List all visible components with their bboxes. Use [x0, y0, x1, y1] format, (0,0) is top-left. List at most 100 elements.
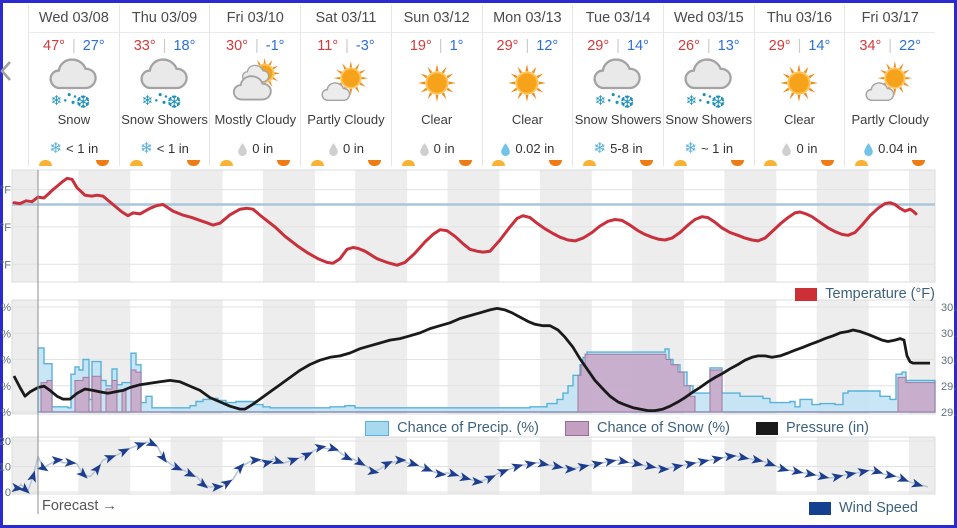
precip-amount-text: ~ 1 in — [700, 141, 734, 157]
wind-barb-icon — [434, 469, 447, 479]
snowflake-icon: ❄ — [140, 140, 153, 158]
wind-barb-icon — [658, 464, 670, 474]
cloud-snow-icon: ❄ ❆ — [589, 55, 647, 111]
day-card[interactable]: Thu 03/16 29° | 14° Clear 0 in — [753, 5, 845, 166]
day-card-strip: Wed 03/08 47° | 27° ❄ ❆ Snow ❄ < 1 in Thu 03/09 33… — [28, 5, 936, 166]
snowflake-icon: ❆ — [76, 92, 91, 111]
wind-barb-icon — [697, 457, 710, 467]
condition-text: Partly Cloudy — [851, 113, 929, 127]
wind-barb-icon — [684, 460, 697, 470]
wind-swatch — [809, 501, 831, 515]
night-band — [724, 170, 777, 282]
high-temp: 19° — [409, 38, 432, 54]
day-card[interactable]: Fri 03/17 34° | 22° Partly Cloudy 0.04 in — [844, 5, 936, 166]
day-card-temps: 29° | 14° — [587, 38, 649, 54]
day-card-temps: 34° | 22° — [859, 38, 921, 54]
wind-barb-icon — [300, 452, 313, 462]
wind-barb-icon — [496, 469, 510, 478]
low-temp: 12° — [536, 38, 559, 54]
legend-precip-label: Chance of Precip. (%) — [397, 420, 540, 436]
day-card[interactable]: Fri 03/10 30° | -1° Mostly Cloudy 0 in — [209, 5, 301, 166]
wind-barb-icon — [286, 457, 300, 466]
night-band — [12, 170, 38, 282]
high-temp: 26° — [677, 38, 700, 54]
legend-temperature: Temperature (°F) — [795, 286, 935, 302]
night-band — [262, 437, 315, 494]
snow-swatch — [565, 420, 590, 436]
prev-days-icon[interactable] — [0, 61, 11, 81]
night-band — [447, 170, 500, 282]
wind-barb-icon — [367, 466, 380, 476]
low-temp: 14° — [808, 38, 831, 54]
axis-tick-label: 10 — [0, 462, 11, 474]
day-card-date: Sat 03/11 — [301, 5, 391, 33]
day-card[interactable]: Sat 03/11 11° | -3° Partly Cloudy 0 in — [300, 5, 391, 166]
wind-barb-icon — [577, 463, 590, 472]
wind-barb-icon — [90, 463, 102, 476]
legend-pressure-label: Pressure (in) — [786, 420, 869, 436]
wind-barb-icon — [117, 448, 130, 458]
wind-barb-icon — [551, 461, 564, 470]
day-card[interactable]: Thu 03/09 33° | 18° ❄ ❆ Snow Showers ❄ < 1 in — [118, 5, 210, 166]
day-card[interactable]: Tue 03/14 29° | 14° ❄ ❆ Snow Showers ❄ 5-8 in — [572, 5, 663, 166]
night-band — [262, 300, 315, 414]
day-card[interactable]: Mon 03/13 29° | 12° Clear 0.02 in — [481, 5, 573, 166]
axis-tick-label: 20 — [0, 436, 11, 448]
high-temp: 34° — [859, 38, 882, 54]
sunset-icon — [95, 160, 109, 166]
precip-amount-text: < 1 in — [66, 141, 99, 157]
precip-amount: 0.02 in — [500, 141, 554, 157]
droplet-blue-icon — [501, 142, 511, 156]
day-card-date: Fri 03/17 — [845, 5, 936, 33]
wind-barb-icon — [326, 442, 340, 452]
pressure-line — [12, 307, 930, 412]
cloud-snow-icon: ❄ ❆ — [680, 55, 738, 111]
temp-separator: | — [254, 38, 259, 54]
day-card[interactable]: Wed 03/08 47° | 27° ❄ ❆ Snow ❄ < 1 in — [28, 5, 119, 166]
sunrise-icon — [310, 160, 324, 166]
precip-amount-text: 0.04 in — [878, 141, 918, 157]
precip-amount-text: 0 in — [796, 141, 818, 157]
wind-barb-icon — [671, 463, 684, 472]
sunset-icon — [186, 160, 200, 166]
precip-amount: 0 in — [781, 141, 817, 157]
legend-wind-label: Wind Speed — [839, 500, 918, 516]
wind-barb-icon — [249, 456, 262, 466]
sun-times — [29, 160, 119, 166]
wind-barb-icon — [617, 456, 630, 465]
temperature-swatch — [795, 287, 818, 301]
legend-middle-chart: Chance of Precip. (%) Chance of Snow (%)… — [365, 420, 869, 436]
sunrise-icon — [855, 160, 869, 166]
precip-amount-text: 0.02 in — [515, 141, 555, 157]
axis-tick-label: % — [1, 407, 11, 419]
snowflake-icon: ❄ — [593, 140, 607, 158]
sunrise-icon — [129, 160, 143, 166]
axis-tick-label: 29.71 — [941, 407, 957, 419]
day-card-date: Wed 03/15 — [663, 5, 754, 33]
wind-barb-icon — [103, 455, 117, 464]
wind-barb-icon — [51, 456, 64, 466]
cloud-snow-icon: ❄ ❆ — [45, 55, 103, 111]
snowflake-icon: ❄ — [141, 93, 152, 108]
axis-tick-label: °F — [0, 185, 11, 197]
wind-barb-icon — [133, 442, 147, 451]
day-card[interactable]: Wed 03/15 26° | 13° ❄ ❆ Snow Showers ❄ ~ 1 in — [662, 5, 754, 166]
precip-amount: ❄ < 1 in — [49, 141, 98, 157]
snow-area — [40, 353, 936, 413]
day-card-date: Wed 03/08 — [29, 5, 119, 33]
wind-barb-icon — [18, 482, 30, 494]
day-card[interactable]: Sun 03/12 19° | 1° Clear 0 in — [390, 5, 482, 166]
wind-barb-icon — [604, 457, 617, 467]
wind-barb-icon — [776, 463, 790, 473]
night-band — [632, 170, 685, 282]
condition-text: Clear — [511, 113, 543, 127]
axis-tick-label: 0 — [5, 487, 11, 499]
wind-barb-icon — [591, 460, 604, 470]
wind-barb-icon — [644, 461, 657, 471]
night-band — [262, 170, 315, 282]
precip-amount: ❄ ~ 1 in — [684, 141, 733, 157]
axis-tick-label: % — [1, 328, 11, 340]
night-band — [909, 437, 935, 494]
wind-barb-icon — [183, 467, 196, 477]
axis-tick-label: % — [1, 302, 11, 314]
